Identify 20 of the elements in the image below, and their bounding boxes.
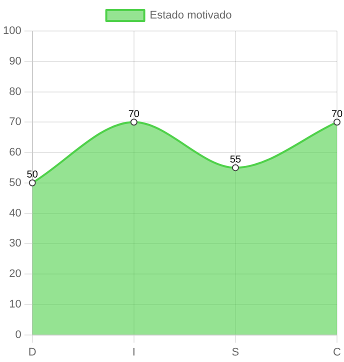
data-label: 70 xyxy=(128,108,140,120)
y-tick-label: 10 xyxy=(9,298,22,310)
y-tick-label: 40 xyxy=(9,207,22,220)
y-tick-label: 100 xyxy=(2,25,22,38)
data-label: 50 xyxy=(26,170,38,181)
x-tick-label: I xyxy=(132,346,136,358)
y-tick-label: 20 xyxy=(9,268,22,280)
x-tick-label: D xyxy=(28,346,36,358)
y-tick-label: 50 xyxy=(9,176,22,189)
data-label: 70 xyxy=(331,108,344,120)
legend-label: Estado motivado xyxy=(150,10,232,22)
y-tick-label: 80 xyxy=(9,86,22,98)
y-tick-label: 30 xyxy=(9,238,22,250)
y-tick-label: 60 xyxy=(9,146,22,159)
y-tick-label: 0 xyxy=(15,328,22,341)
y-tick-label: 70 xyxy=(9,116,22,128)
y-tick-label: 90 xyxy=(9,55,22,68)
x-tick-label: S xyxy=(232,346,240,358)
x-tick-label: C xyxy=(333,346,342,358)
data-label: 55 xyxy=(230,154,242,166)
